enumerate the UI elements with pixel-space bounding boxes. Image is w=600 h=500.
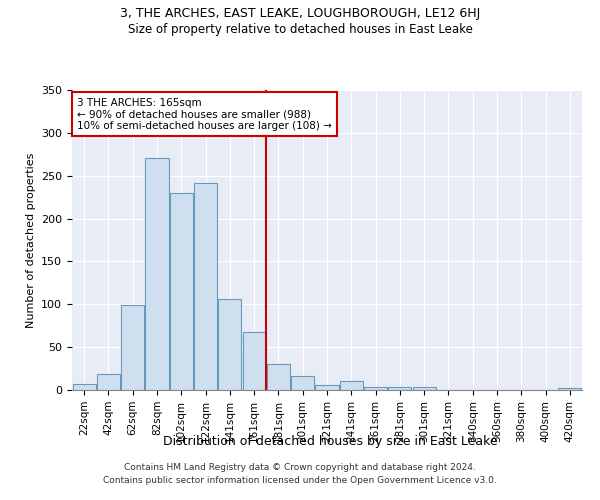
Bar (194, 184, 217, 390)
Y-axis label: Number of detached properties: Number of detached properties (26, 152, 35, 328)
Bar (121, 305, 144, 390)
Text: Contains HM Land Registry data © Crown copyright and database right 2024.: Contains HM Land Registry data © Crown c… (124, 464, 476, 472)
Bar (559, 388, 581, 390)
Bar (242, 332, 266, 390)
Bar (388, 386, 412, 390)
Text: Size of property relative to detached houses in East Leake: Size of property relative to detached ho… (128, 22, 472, 36)
Text: 3, THE ARCHES, EAST LEAKE, LOUGHBOROUGH, LE12 6HJ: 3, THE ARCHES, EAST LEAKE, LOUGHBOROUGH,… (120, 8, 480, 20)
Bar (291, 376, 314, 390)
Bar (170, 193, 193, 390)
Bar (145, 158, 169, 390)
Bar (413, 388, 436, 390)
Text: Distribution of detached houses by size in East Leake: Distribution of detached houses by size … (163, 435, 497, 448)
Bar (97, 374, 120, 390)
Text: Contains public sector information licensed under the Open Government Licence v3: Contains public sector information licen… (103, 476, 497, 485)
Bar (364, 388, 387, 390)
Bar (73, 384, 95, 390)
Bar (218, 299, 241, 390)
Text: 3 THE ARCHES: 165sqm
← 90% of detached houses are smaller (988)
10% of semi-deta: 3 THE ARCHES: 165sqm ← 90% of detached h… (77, 98, 332, 130)
Bar (267, 364, 290, 390)
Bar (316, 385, 338, 390)
Bar (340, 382, 363, 390)
